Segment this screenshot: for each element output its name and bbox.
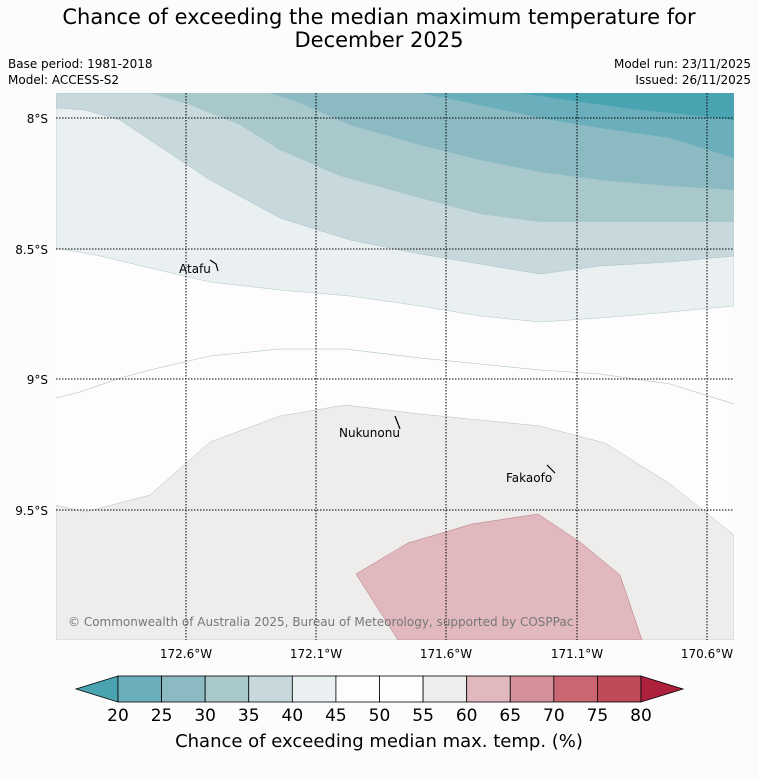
atafu-outline [209, 259, 219, 272]
model-name: Model: ACCESS-S2 [8, 73, 120, 87]
probability-contours [56, 93, 734, 640]
lon-label: 172.1°W [290, 647, 342, 661]
lon-label: 171.6°W [420, 647, 472, 661]
fakaofo-outline [546, 464, 556, 474]
lat-labels: 8°S 8.5°S 9°S 9.5°S [15, 112, 48, 518]
title-line-1: Chance of exceeding the median maximum t… [62, 5, 696, 29]
meta-left: Base period: 1981-2018 Model: ACCESS-S2 [8, 56, 153, 88]
colorbar-tick-label: 65 [499, 706, 521, 726]
colorbar-tick-label: 75 [587, 706, 609, 726]
colorbar-ticks: 20 25 30 35 40 45 50 55 60 65 70 75 80 [107, 706, 652, 726]
lon-label: 172.6°W [160, 647, 212, 661]
copyright-notice: © Commonwealth of Australia 2025, Bureau… [68, 615, 573, 629]
colorbar-segment [379, 675, 424, 703]
graticule [56, 93, 734, 640]
place-atafu: Atafu [179, 262, 211, 276]
title-line-2: December 2025 [294, 28, 464, 52]
contour-50 [56, 348, 734, 405]
nukunonu-outline [394, 415, 401, 430]
colorbar-tick-label: 25 [151, 706, 173, 726]
colorbar-segment [509, 675, 555, 703]
colorbar-segment [335, 675, 380, 703]
colorbar-title: Chance of exceeding median max. temp. (%… [175, 731, 583, 752]
colorbar-segment [161, 675, 206, 703]
colorbar-tick-label: 60 [456, 706, 478, 726]
issued-date: Issued: 26/11/2025 [635, 73, 751, 87]
colorbar-tick-label: 50 [369, 706, 391, 726]
colorbar-tick-label: 70 [543, 706, 565, 726]
colorbar-tick-label: 45 [325, 706, 347, 726]
lat-label: 9.5°S [15, 504, 48, 518]
colorbar-segment [291, 675, 337, 703]
meta-right: Model run: 23/11/2025 Issued: 26/11/2025 [614, 56, 751, 88]
colorbar-segment [117, 675, 162, 703]
place-fakaofo: Fakaofo [506, 471, 552, 485]
colorbar-tick-label: 20 [107, 706, 129, 726]
colorbar-segment [204, 675, 250, 703]
colorbar-segment [597, 675, 642, 703]
colorbar-tick-label: 40 [282, 706, 304, 726]
colorbar-extend-high [640, 675, 685, 703]
colorbar-tick-label: 55 [412, 706, 434, 726]
colorbar-tick-label: 35 [238, 706, 260, 726]
base-period: Base period: 1981-2018 [8, 57, 153, 71]
band-60-65 [355, 513, 643, 640]
colorbar-extend-low [74, 675, 119, 703]
lat-label: 9°S [27, 373, 48, 387]
lon-labels: 172.6°W 172.1°W 171.6°W 171.1°W 170.6°W [160, 647, 733, 661]
band-below-20 [520, 93, 734, 120]
colorbar-segment [422, 675, 468, 703]
chart-title: Chance of exceeding the median maximum t… [0, 6, 758, 52]
colorbar-tick-label: 80 [630, 706, 652, 726]
lat-label: 8.5°S [15, 243, 48, 257]
colorbar-segment [553, 675, 598, 703]
colorbar [74, 675, 685, 703]
place-nukunonu: Nukunonu [339, 426, 400, 440]
lon-label: 170.6°W [681, 647, 733, 661]
model-run: Model run: 23/11/2025 [613, 57, 751, 71]
lat-label: 8°S [27, 112, 48, 126]
colorbar-segment [466, 675, 511, 703]
atolls [209, 259, 556, 474]
lon-label: 171.1°W [551, 647, 603, 661]
colorbar-segment [248, 675, 293, 703]
colorbar-tick-label: 30 [194, 706, 216, 726]
